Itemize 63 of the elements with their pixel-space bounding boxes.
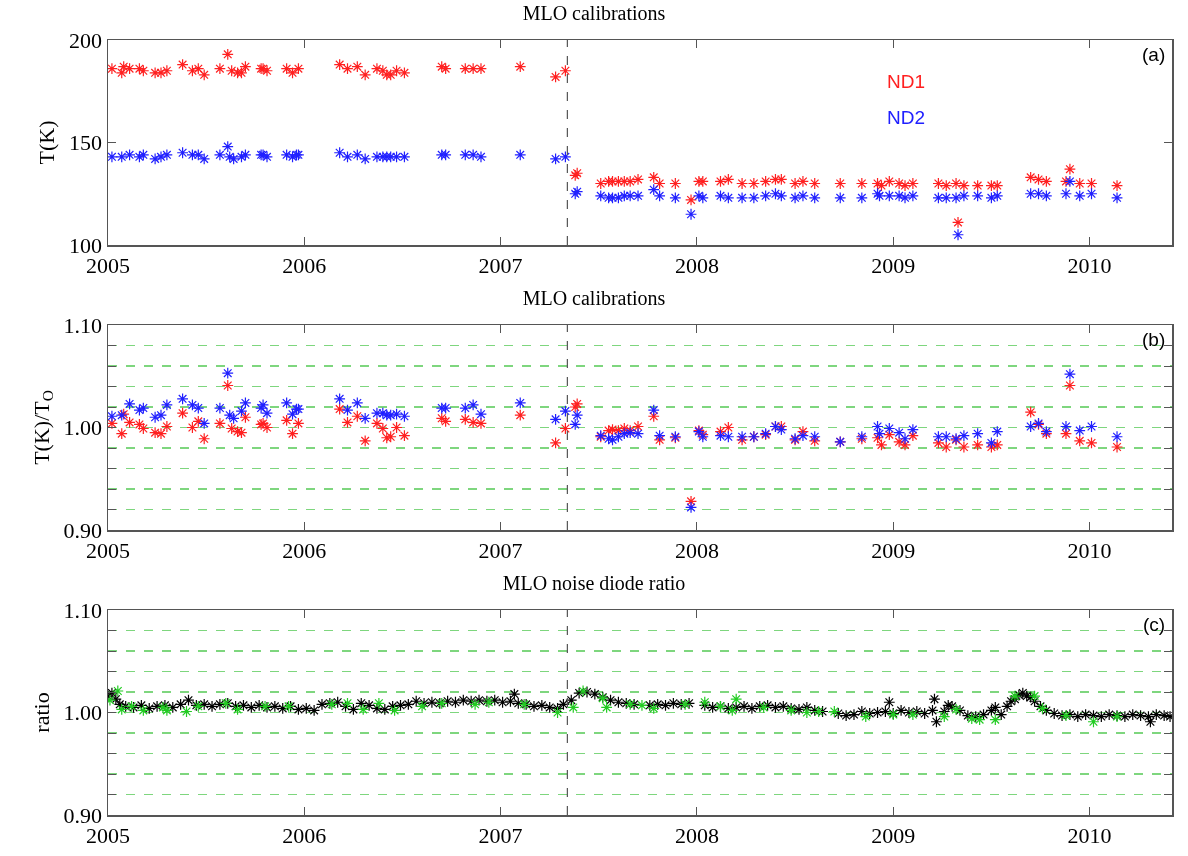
point <box>372 697 385 710</box>
point <box>989 713 1002 726</box>
point <box>1028 690 1041 703</box>
point <box>180 705 193 718</box>
point <box>388 704 401 717</box>
x-tick-label: 2006 <box>282 822 327 848</box>
chart-title: MLO calibrations <box>522 2 666 24</box>
x-tick-label: 2007 <box>478 822 523 848</box>
x-tick-label: 2008 <box>674 537 719 563</box>
point <box>357 703 370 716</box>
point <box>600 701 613 714</box>
point <box>679 698 692 711</box>
x-tick-label: 2007 <box>478 252 523 278</box>
y-tick-label: 1.10 <box>63 597 103 623</box>
point <box>757 701 770 714</box>
x-tick-label: 2010 <box>1067 822 1112 848</box>
y-tick-label: 1.00 <box>63 415 103 441</box>
point <box>950 703 963 716</box>
point <box>812 705 825 718</box>
y-tick-label: 150 <box>69 130 103 156</box>
x-tick-label: 2009 <box>871 537 916 563</box>
point <box>726 704 739 717</box>
point <box>111 684 124 697</box>
point <box>965 712 978 725</box>
point <box>906 708 919 721</box>
x-tick-label: 2010 <box>1067 537 1112 563</box>
point <box>973 713 986 726</box>
point <box>160 704 173 717</box>
text: ND2 <box>887 107 926 128</box>
y-tick-label: 1.00 <box>63 700 103 726</box>
y-tick-label: 1.10 <box>63 312 103 338</box>
chart-title: MLO noise diode ratio <box>502 572 686 594</box>
x-tick-label: 2009 <box>871 252 916 278</box>
annotation: (c) <box>1143 614 1166 635</box>
point <box>115 703 128 716</box>
x-tick-label: 2009 <box>871 822 916 848</box>
point <box>938 710 951 723</box>
x-tick-label: 2007 <box>478 537 523 563</box>
point <box>828 705 841 718</box>
x-tick-label: 2010 <box>1067 252 1112 278</box>
point <box>551 706 564 719</box>
point <box>800 706 813 719</box>
point <box>567 701 580 714</box>
point <box>624 698 637 711</box>
text: ND1 <box>887 71 926 92</box>
annotation: (a) <box>1142 44 1166 65</box>
point <box>137 704 150 717</box>
chart-title: MLO calibrations <box>522 287 666 309</box>
point <box>577 684 590 697</box>
y-axis-title: T(K) <box>34 120 60 165</box>
x-tick-label: 2006 <box>282 252 327 278</box>
point <box>1087 715 1100 728</box>
x-tick-label: 2006 <box>282 537 327 563</box>
point <box>469 698 482 711</box>
y-tick-label: 200 <box>69 27 103 53</box>
x-tick-label: 2008 <box>674 252 719 278</box>
point <box>635 699 648 712</box>
annotation: (b) <box>1142 329 1166 350</box>
point <box>730 693 743 706</box>
y-axis-title: ratio <box>28 692 54 733</box>
point <box>647 702 660 715</box>
x-tick-label: 2008 <box>674 822 719 848</box>
point <box>859 710 872 723</box>
